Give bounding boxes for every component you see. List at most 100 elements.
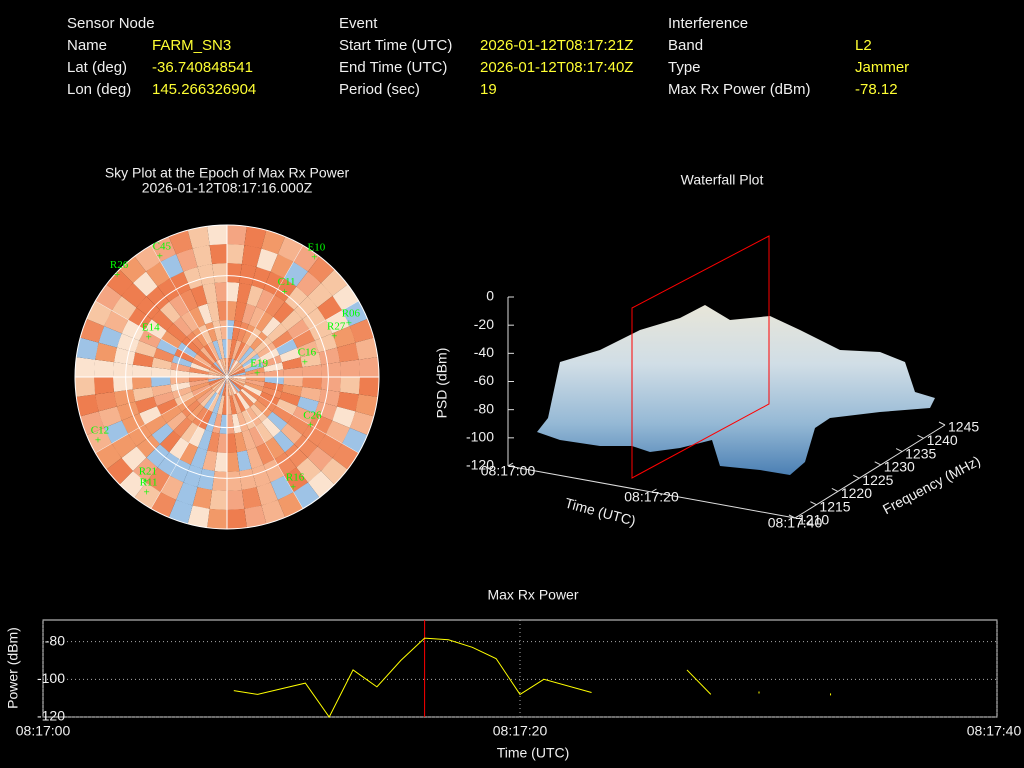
heat-cell bbox=[139, 329, 162, 348]
heat-cell bbox=[95, 342, 117, 363]
section-title: Sensor Node bbox=[67, 15, 155, 32]
heat-cell bbox=[192, 407, 208, 427]
heat-cell bbox=[181, 400, 201, 418]
heat-cell bbox=[139, 406, 162, 425]
heat-cell bbox=[227, 395, 232, 415]
heat-cell bbox=[146, 286, 170, 310]
field-value: 2026-01-12T08:17:40Z bbox=[480, 59, 633, 76]
satellite-marker: + bbox=[307, 420, 313, 432]
heat-cell bbox=[171, 355, 192, 368]
heat-cell bbox=[212, 471, 227, 491]
heat-cell bbox=[349, 411, 374, 436]
heat-cell bbox=[256, 248, 278, 272]
heat-cell bbox=[207, 225, 227, 246]
heat-cell bbox=[190, 447, 208, 469]
heat-cell bbox=[190, 362, 210, 373]
heat-cell bbox=[300, 386, 322, 402]
heat-cell bbox=[202, 282, 218, 304]
heat-cell bbox=[231, 340, 242, 360]
heat-cell bbox=[287, 319, 310, 339]
heat-cell bbox=[132, 352, 154, 368]
heat-cell bbox=[189, 372, 209, 377]
heat-cell bbox=[227, 377, 230, 396]
satellite-label: R06 bbox=[342, 307, 361, 319]
heat-cell bbox=[280, 423, 303, 445]
heat-cell bbox=[242, 386, 260, 401]
x-tick bbox=[651, 488, 657, 493]
section-title: Event bbox=[339, 15, 378, 32]
heat-cell bbox=[251, 464, 271, 488]
heat-cell bbox=[208, 377, 227, 380]
field-value: -78.12 bbox=[855, 81, 898, 98]
heat-cell bbox=[113, 347, 136, 365]
heat-cell bbox=[170, 362, 191, 373]
heat-cell bbox=[186, 331, 204, 351]
heat-cell bbox=[332, 326, 356, 348]
heat-cell bbox=[202, 450, 218, 472]
heat-cell bbox=[197, 263, 215, 286]
satellite-label: R11 bbox=[140, 476, 158, 488]
heat-cell bbox=[208, 374, 227, 377]
heat-cell bbox=[219, 320, 227, 340]
heat-cell bbox=[113, 362, 133, 377]
heat-cell bbox=[241, 487, 262, 509]
heat-cell bbox=[246, 285, 264, 307]
heat-cell bbox=[240, 350, 258, 366]
heat-cell bbox=[340, 377, 360, 395]
heat-cell bbox=[318, 347, 341, 365]
heat-cell bbox=[190, 285, 208, 307]
heat-cell bbox=[256, 442, 275, 465]
heat-cell bbox=[170, 459, 191, 483]
heat-cell bbox=[151, 377, 171, 387]
heat-cell bbox=[215, 360, 227, 377]
heat-cell bbox=[121, 320, 145, 341]
heat-cell bbox=[273, 301, 295, 324]
y-tick bbox=[874, 461, 881, 466]
heat-cell bbox=[197, 303, 213, 325]
heat-cell bbox=[236, 344, 251, 362]
heat-cell bbox=[197, 468, 215, 491]
heat-cell bbox=[259, 391, 280, 406]
heat-cell bbox=[135, 396, 157, 414]
heat-cell bbox=[239, 263, 257, 286]
heat-cell bbox=[263, 271, 284, 295]
heat-cell bbox=[222, 339, 227, 359]
x-tick-label: 08:17:20 bbox=[624, 489, 679, 505]
heat-cell bbox=[257, 396, 277, 412]
heat-cell bbox=[274, 452, 297, 476]
heat-cell bbox=[208, 377, 227, 385]
heat-cell bbox=[229, 395, 237, 415]
satellite-marker: + bbox=[290, 482, 296, 494]
field-value: Jammer bbox=[855, 59, 909, 76]
heat-cell bbox=[238, 390, 254, 408]
heat-cell bbox=[207, 301, 220, 322]
heat-cell bbox=[229, 339, 237, 359]
x-tick bbox=[507, 462, 514, 467]
heat-cell bbox=[284, 286, 308, 310]
heat-cell bbox=[337, 391, 359, 412]
x-tick-label: 08:17:00 bbox=[16, 723, 71, 739]
heat-cell bbox=[321, 377, 341, 392]
heat-cell bbox=[208, 369, 227, 377]
heat-cell bbox=[212, 320, 223, 341]
y-tick-label: 1245 bbox=[948, 419, 979, 435]
y-tick-label: 1220 bbox=[841, 485, 872, 501]
field-label: Max Rx Power (dBm) bbox=[668, 81, 811, 98]
field-label: Type bbox=[668, 59, 701, 76]
heat-cell bbox=[76, 394, 99, 417]
heat-cell bbox=[283, 377, 303, 387]
heat-cell bbox=[332, 406, 356, 428]
y-tick-label: -120 bbox=[37, 708, 65, 724]
y-tick bbox=[810, 501, 817, 506]
heat-cell bbox=[86, 427, 112, 453]
heat-cell bbox=[264, 377, 284, 385]
heat-cell bbox=[156, 339, 178, 356]
heat-cell bbox=[196, 388, 214, 404]
heat-cell bbox=[227, 414, 235, 434]
heat-cell bbox=[161, 330, 182, 349]
heat-cell bbox=[153, 391, 175, 407]
field-label: Lon (deg) bbox=[67, 81, 131, 98]
heat-cell bbox=[119, 256, 147, 283]
heat-cell bbox=[270, 475, 294, 500]
